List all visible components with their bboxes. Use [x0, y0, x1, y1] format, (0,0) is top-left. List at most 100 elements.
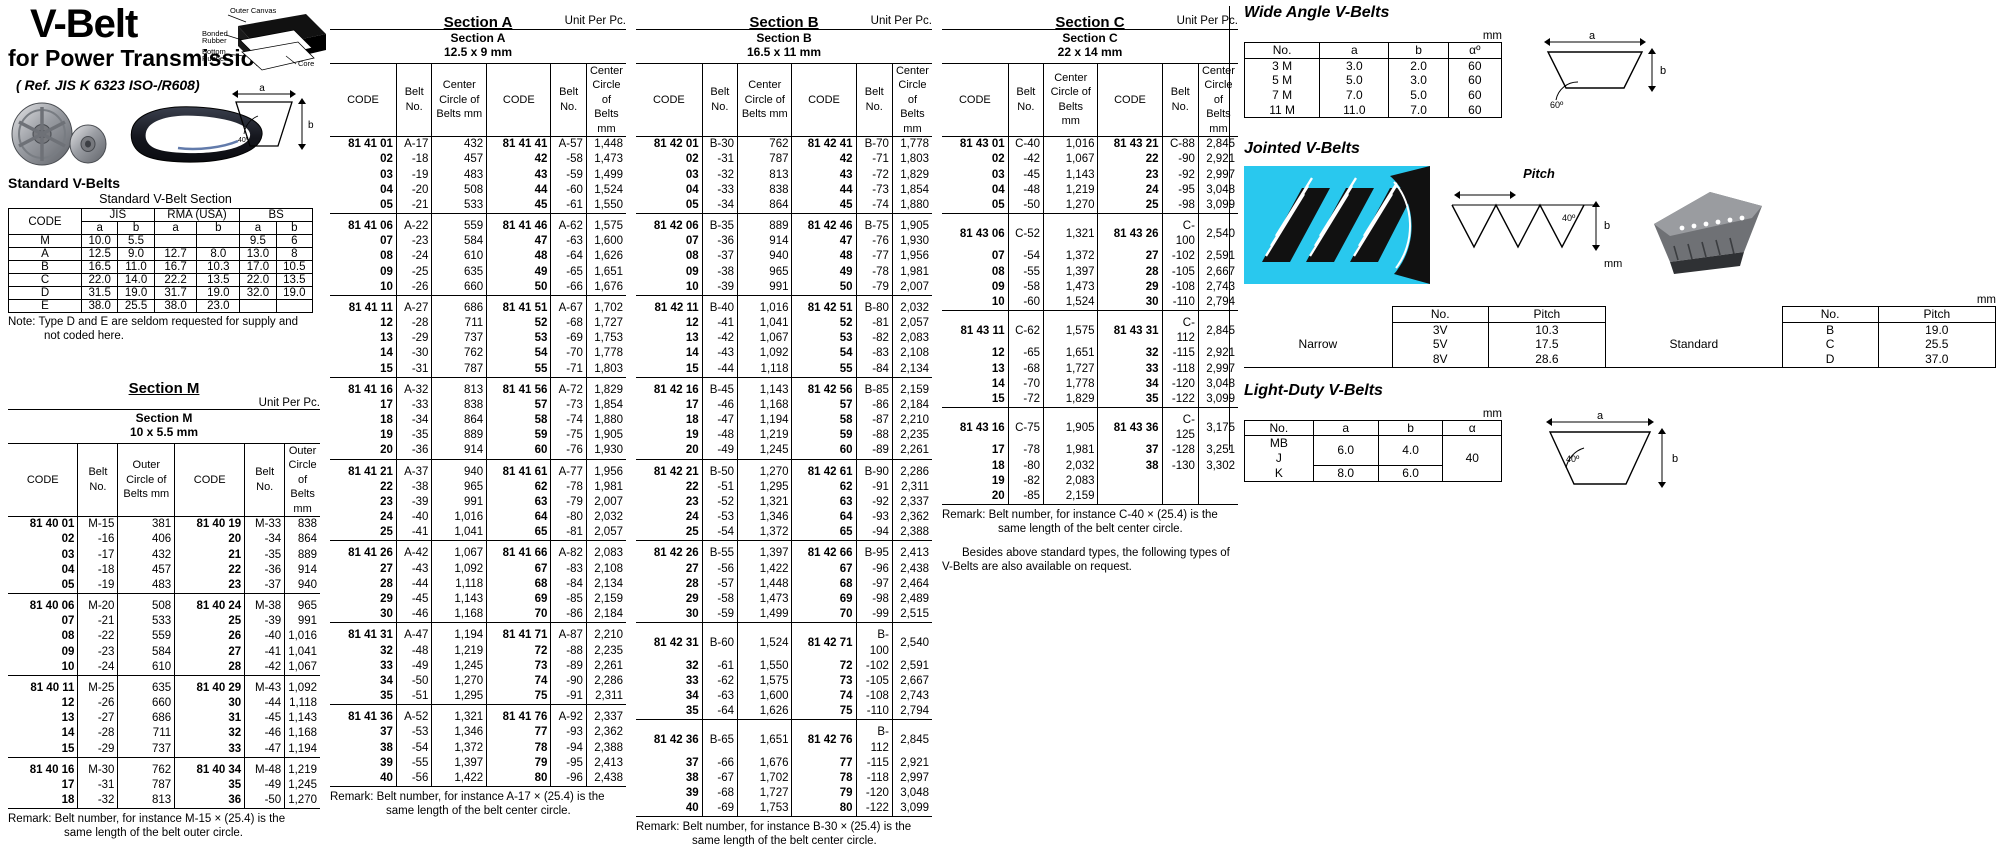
wide-angle-unit: mm — [1482, 30, 1502, 42]
table-row: C 22.0 14.0 22.2 13.5 22.0 13.5 — [8, 273, 314, 288]
code-cell: 07 — [685, 235, 699, 248]
table-row: 81 43 06 C-52 1,321 81 43 26 C-100 2,540 — [942, 219, 1238, 250]
th-jis-a: a — [80, 221, 119, 236]
belt-no-cell-2: -94 — [550, 740, 587, 756]
code-cell-2: 78 — [791, 770, 857, 787]
a-cell: 3.0 — [1319, 58, 1390, 74]
standard-no-cell: C — [1781, 337, 1879, 352]
value-cell-2: 2,210 — [585, 628, 626, 644]
belt-no-cell-2: -63 — [550, 234, 587, 250]
code-cell: A — [8, 247, 82, 262]
value-cell: 1,270 — [737, 464, 792, 480]
code-cell: 27 — [380, 562, 393, 575]
belt-no-cell: -36 — [701, 234, 738, 250]
belt-no-cell: -43 — [395, 561, 432, 577]
table-row: 35 -51 1,295 75 -91 2,311 — [330, 689, 626, 705]
value-cell: 1,295 — [737, 479, 792, 495]
value-cell-2: 2,845 — [1197, 136, 1238, 153]
belt-no-cell-2: M-38 — [244, 599, 285, 615]
section-c-table: CODE Belt No. Center Circle of Belts mm CODE… — [942, 63, 1238, 505]
section-b-table: CODE Belt No. Center Circle of Belts mm COD… — [636, 63, 932, 817]
code-cell-2 — [1097, 488, 1163, 505]
table-row: 81 41 11 A-27 686 81 41 51 A-67 1,702 — [330, 300, 626, 317]
page-title: V-Belt — [30, 2, 138, 46]
code-cell-2: 58 — [791, 413, 857, 429]
bs-b: 6 — [275, 234, 314, 249]
belt-no-cell: -38 — [395, 479, 432, 495]
value-cell: 1,372 — [1043, 249, 1098, 265]
code-cell: 09 — [991, 280, 1005, 293]
table-row: 24 -40 1,016 64 -80 2,032 — [330, 510, 626, 526]
b-cell: 2.0 — [1388, 58, 1449, 74]
code-cell-2: 34 — [1097, 376, 1163, 392]
value-cell: 457 — [431, 152, 487, 168]
value-cell: 635 — [117, 680, 175, 697]
code-cell: 04 — [685, 183, 699, 196]
value-cell: 914 — [737, 234, 792, 250]
belt-no-cell: -45 — [1007, 167, 1044, 183]
belt-no-cell-2: -120 — [1161, 376, 1199, 392]
belt-no-cell: -47 — [701, 413, 738, 429]
remark-label: Remark: — [942, 509, 986, 522]
code-cell-2: 75 — [791, 704, 857, 720]
code-cell: 12 — [61, 697, 75, 710]
value-cell: 1,778 — [1043, 376, 1098, 392]
code-cell: 39 — [380, 756, 393, 769]
svg-text:40º: 40º — [238, 137, 249, 144]
belt-no-cell: -38 — [701, 264, 738, 280]
belt-no-cell: -48 — [1007, 182, 1044, 198]
belt-no-cell: -28 — [77, 726, 118, 742]
code-cell-2: 67 — [486, 561, 551, 577]
belt-no-cell: -58 — [1007, 279, 1044, 295]
table-row: 15 -72 1,829 35 -122 3,099 — [942, 391, 1238, 408]
wide-angle-title: Wide Angle V-Belts — [1244, 4, 1390, 21]
belt-no-cell: -41 — [701, 316, 738, 332]
belt-no-cell: -23 — [77, 644, 118, 660]
value-cell: 2,032 — [1043, 458, 1098, 474]
value-cell: 533 — [117, 614, 175, 630]
code-cell-2: 54 — [791, 346, 857, 362]
section-c-caption-2: 22 x 14 mm — [1057, 44, 1123, 59]
belt-no-cell: -39 — [395, 494, 432, 511]
code-cell: 81 43 06 — [959, 227, 1005, 240]
table-row: 09 -23 584 27 -41 1,041 — [8, 644, 320, 660]
value-cell-2: 1,448 — [585, 136, 626, 153]
belt-no-cell: A-52 — [395, 710, 432, 726]
code-cell: 28 — [685, 577, 699, 590]
table-row: 81 42 16 B-45 1,143 81 42 56 B-85 2,159 — [636, 382, 932, 398]
belt-no-cell-2: C-125 — [1161, 413, 1199, 444]
code-cell: 12 — [380, 317, 393, 330]
b-cell: 5.0 — [1388, 87, 1449, 103]
belt-no-cell: -26 — [395, 279, 432, 296]
code-cell: 81 41 16 — [348, 383, 393, 396]
code-cell-2: 27 — [174, 644, 245, 660]
belt-no-cell-2: -77 — [855, 249, 893, 265]
code-cell: 81 42 01 — [653, 138, 699, 151]
code-cell-2: 48 — [486, 249, 551, 265]
value-cell-2: 2,489 — [891, 591, 932, 608]
code-cell: 81 42 21 — [653, 465, 699, 478]
jis-b: 19.0 — [117, 286, 155, 301]
code-cell: 15 — [685, 362, 699, 375]
belt-no-cell: -51 — [395, 689, 432, 705]
product-images — [8, 97, 323, 171]
th-a: a — [1319, 42, 1390, 59]
belt-no-cell-2: -86 — [855, 397, 893, 414]
jis-a: 38.0 — [80, 299, 119, 314]
jointed-title: Jointed V-Belts — [1244, 140, 1360, 157]
table-row: 81 42 36 B-65 1,651 81 42 76 B-112 2,845 — [636, 725, 932, 756]
a-cell: 11.0 — [1319, 102, 1390, 119]
group-separator — [330, 704, 626, 711]
light-duty-unit: mm — [1482, 407, 1502, 420]
th-bs-a: a — [239, 221, 277, 236]
remark-line-2: same length of the belt center circle. — [386, 804, 571, 817]
code-cell-2: 81 42 51 — [791, 300, 857, 317]
th-code: CODE — [26, 473, 59, 486]
belt-no-cell: -37 — [701, 249, 738, 265]
belt-no-cell-2: -40 — [244, 629, 285, 645]
code-cell: 10 — [991, 295, 1005, 308]
section-m-caption: Section M 10 x 5.5 mm — [8, 410, 320, 443]
value-cell-2: 2,540 — [1197, 219, 1238, 250]
value-cell: 787 — [431, 361, 487, 378]
value-cell: 1,143 — [431, 591, 487, 608]
